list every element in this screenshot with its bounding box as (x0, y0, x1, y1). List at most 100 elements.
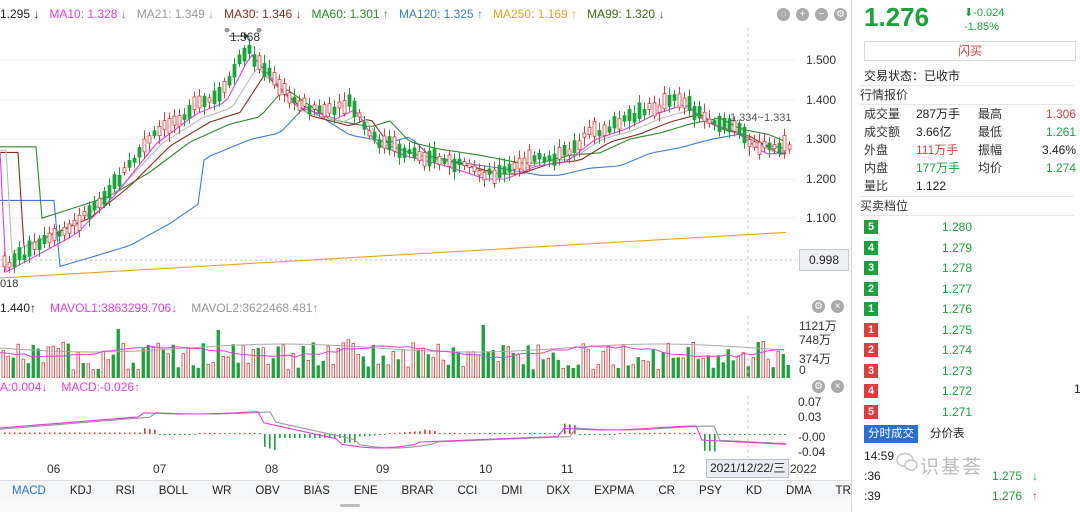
volume-bar-down (491, 350, 495, 378)
close-icon[interactable]: × (831, 380, 844, 393)
candle-down (212, 90, 217, 105)
candle-down (777, 142, 782, 154)
horizontal-scrollbar[interactable] (0, 500, 850, 512)
candle-up (162, 120, 167, 131)
trade-time: 14:59 (864, 449, 895, 463)
candle-down (187, 104, 192, 119)
indicator-tab[interactable]: CCI (457, 485, 478, 497)
candle-up (7, 261, 12, 268)
volume-chart[interactable] (0, 316, 796, 378)
indicator-tab[interactable]: DKX (546, 485, 571, 497)
indicator-tab[interactable]: WR (212, 485, 232, 497)
bid-level-row[interactable]: 5 1.271 (864, 402, 1076, 422)
volume-bar-down (66, 343, 70, 378)
volume-bar-up (126, 368, 130, 378)
gear-icon[interactable]: ⚙ (834, 8, 847, 21)
level-price: 1.271 (942, 404, 973, 419)
volume-bar-down (276, 346, 280, 378)
candle-down (607, 126, 612, 133)
candle-down (267, 67, 272, 77)
volume-bar-down (301, 345, 305, 378)
candle-down (667, 94, 672, 107)
indicator-tab[interactable]: DMA (785, 485, 812, 497)
volume-bar-up (346, 339, 350, 378)
left-edge-label: 018 (0, 278, 19, 290)
bid-level-row[interactable]: 2 1.274 (864, 340, 1076, 360)
macd-chart[interactable] (0, 396, 796, 458)
candle-up (277, 78, 282, 96)
bid-level-row[interactable]: 3 1.273 (864, 361, 1076, 381)
volume-bar-up (591, 368, 595, 378)
volume-bar-up (641, 359, 645, 378)
ask-level-row[interactable]: 5 1.280 (864, 217, 1076, 237)
candle-down (502, 166, 507, 175)
mavol2-line (0, 343, 785, 353)
candle-down (87, 205, 92, 219)
zoom-out-icon[interactable]: − (815, 8, 828, 21)
gear-icon[interactable]: ⚙ (812, 300, 825, 313)
volume-bar-down (366, 366, 370, 378)
candle-down (132, 157, 137, 163)
volume-bar-down (311, 342, 315, 378)
hide-icon[interactable]: ◌ (777, 8, 790, 21)
macd-bar-up (634, 433, 636, 434)
indicator-tab[interactable]: RSI (115, 485, 135, 497)
indicator-tab[interactable]: BOLL (158, 485, 189, 497)
quote-label: 量比 (864, 179, 889, 193)
indicator-tab[interactable]: DMI (501, 485, 523, 497)
candle-down (112, 174, 117, 189)
indicator-tab[interactable]: PSY (698, 485, 722, 497)
candle-down (507, 163, 512, 173)
candlestick-chart[interactable] (0, 28, 796, 296)
indicator-tab[interactable]: KD (745, 485, 762, 497)
quote-label: 成交量 (864, 107, 901, 121)
bid-level-row[interactable]: 4 1.272 (864, 381, 1076, 401)
scroll-thumb[interactable] (340, 504, 360, 507)
volume-bar-up (406, 366, 410, 378)
macd-bar-up (479, 433, 481, 434)
macd-bar-up (39, 432, 41, 434)
candle-up (142, 138, 147, 153)
macd-bar-up (204, 433, 206, 434)
volume-bar-up (266, 364, 270, 378)
flash-buy-button[interactable]: 闪买 (864, 41, 1076, 61)
close-icon[interactable]: × (831, 300, 844, 313)
bid-level-row[interactable]: 1 1.275 (864, 320, 1076, 340)
indicator-tab[interactable]: MACD (12, 485, 46, 497)
tab-price-table[interactable]: 分价表 (930, 428, 965, 440)
macd-bar-up (694, 433, 696, 434)
volume-bar-down (636, 357, 640, 378)
ask-level-row[interactable]: 4 1.279 (864, 238, 1076, 258)
candle-down (672, 94, 677, 101)
zoom-in-icon[interactable]: + (796, 8, 809, 21)
candle-down (402, 147, 407, 158)
indicator-tab[interactable]: OBV (255, 485, 280, 497)
volume-bar-up (761, 341, 765, 378)
volume-bar-down (256, 347, 260, 378)
candle-up (752, 141, 757, 148)
volume-bar-up (631, 364, 635, 378)
ma60-line (0, 89, 787, 219)
volume-bar-down (11, 357, 15, 378)
ask-level-row[interactable]: 2 1.277 (864, 279, 1076, 299)
macd-bar-down (609, 434, 611, 435)
ask-level-row[interactable]: 3 1.278 (864, 258, 1076, 278)
volume-bar-down (141, 348, 145, 378)
wechat-icon (896, 452, 918, 471)
indicator-tab[interactable]: BIAS (303, 485, 330, 497)
macd-bar-down (714, 434, 716, 452)
macd-bar-up (554, 433, 556, 434)
volume-bar-up (401, 349, 405, 378)
indicator-tab[interactable]: EXPMA (594, 485, 635, 497)
indicator-tab[interactable]: ENE (353, 485, 378, 497)
volume-bar-up (226, 356, 230, 378)
gear-icon[interactable]: ⚙ (812, 380, 825, 393)
indicator-tab[interactable]: KDJ (69, 485, 92, 497)
ask-level-row[interactable]: 1 1.276 (864, 299, 1076, 319)
candle-up (677, 93, 682, 108)
indicator-tab[interactable]: BRAR (401, 485, 434, 497)
indicator-tab[interactable]: CR (658, 485, 675, 497)
candle-down (372, 131, 377, 141)
tab-tick-trades[interactable]: 分时成交 (864, 425, 918, 443)
trade-price: 1.276 (992, 489, 1023, 503)
